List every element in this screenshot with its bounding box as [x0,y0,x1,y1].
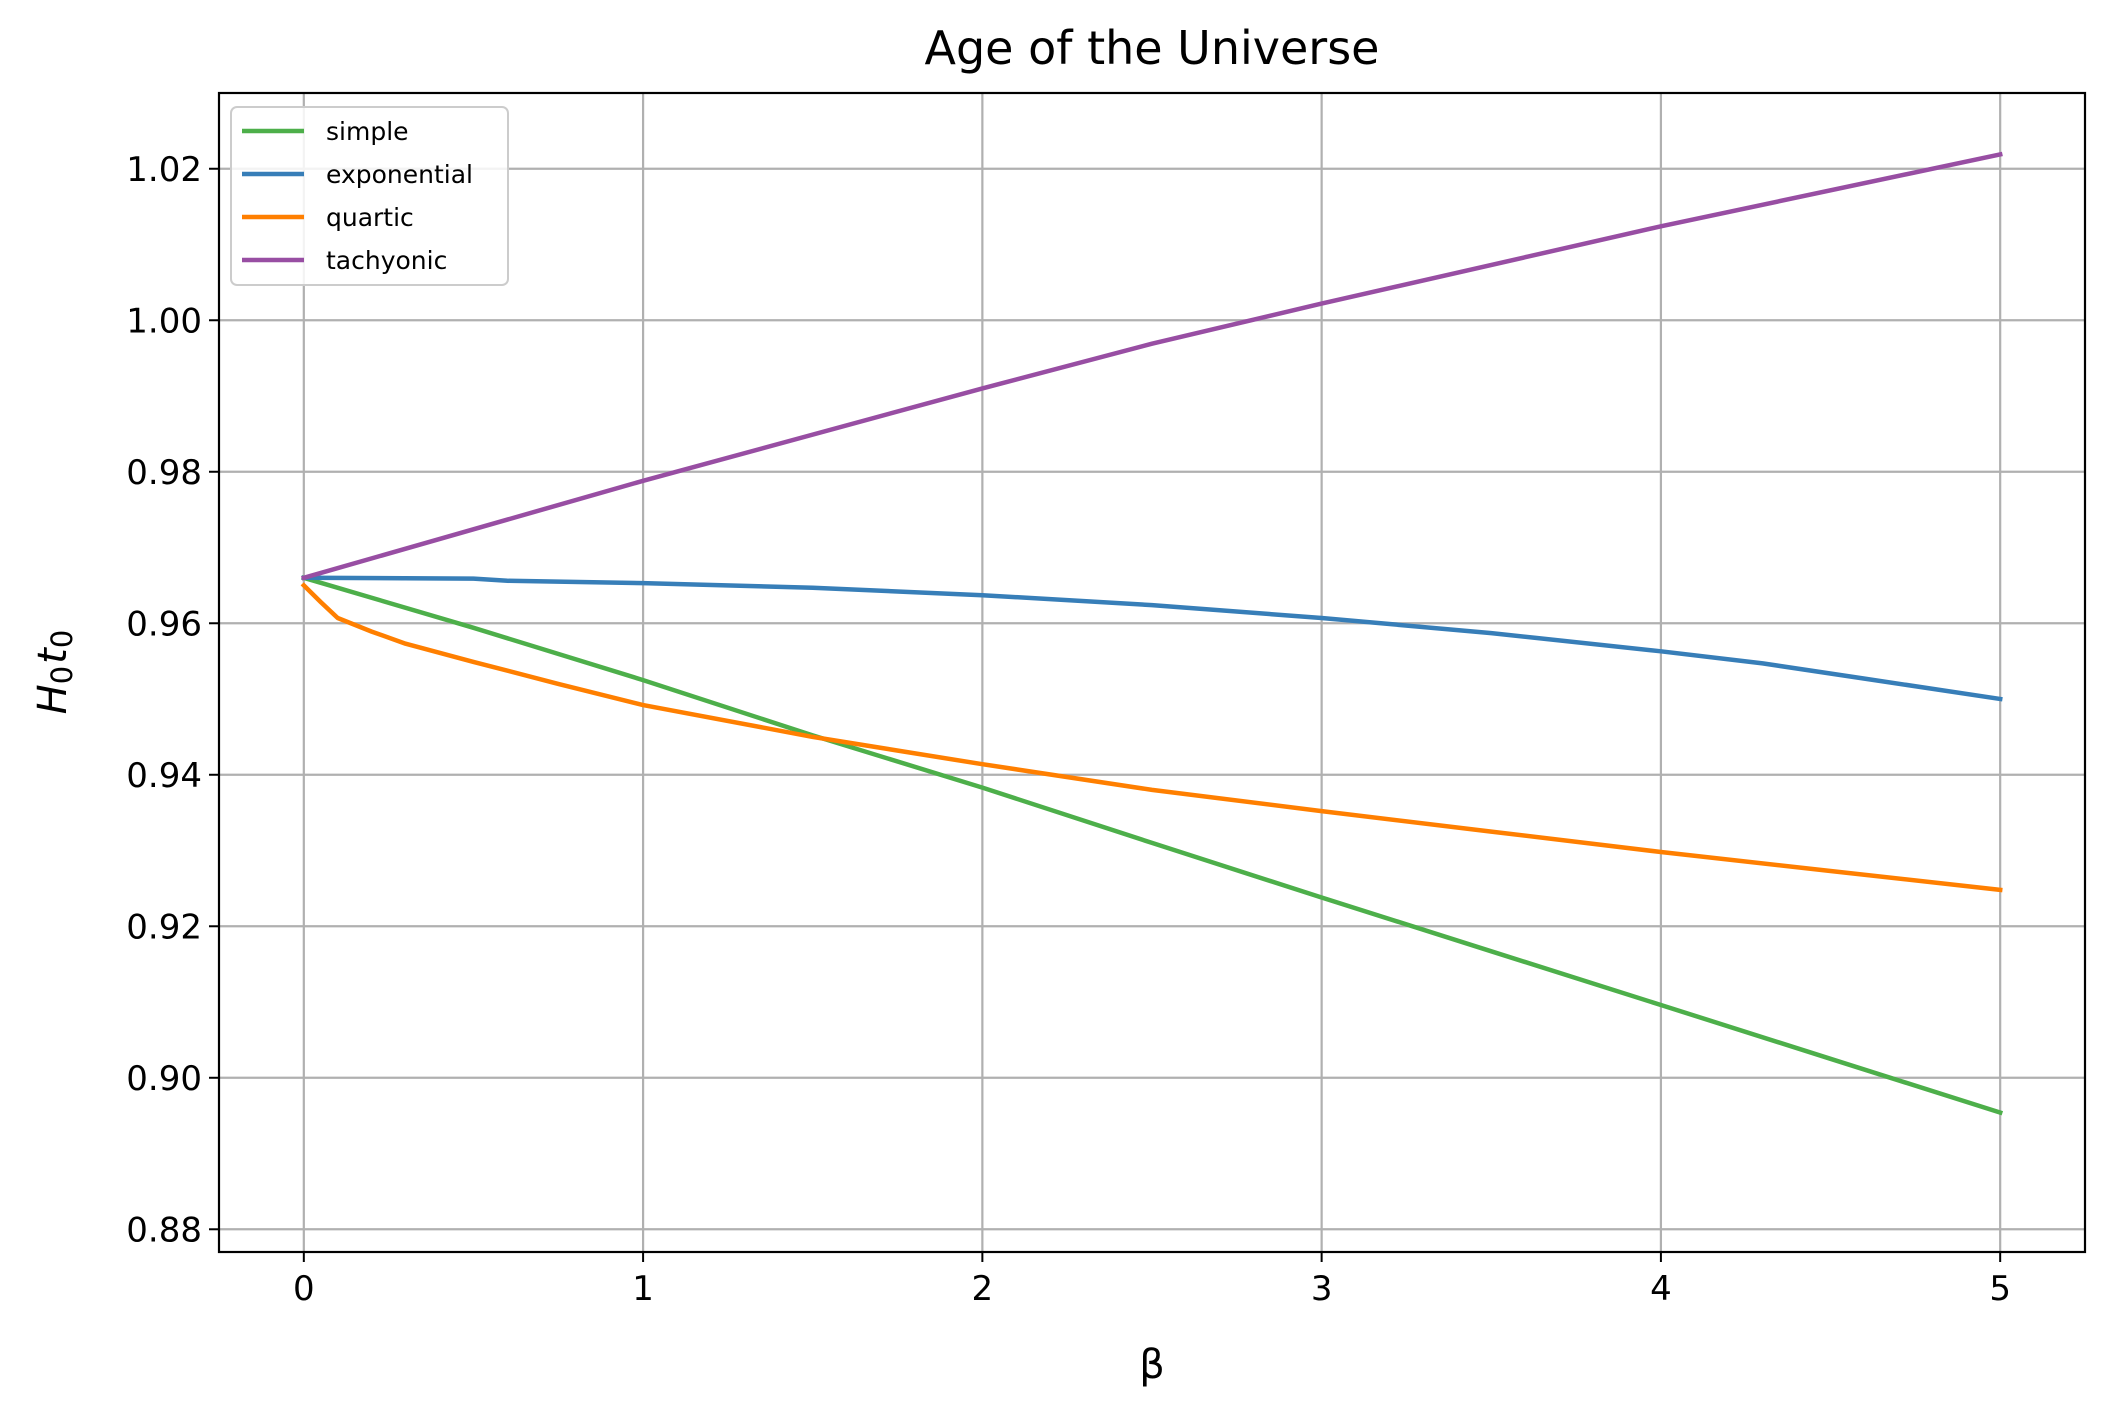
x-axis-label: β [1139,1342,1165,1388]
chart-title: Age of the Universe [925,21,1380,75]
x-gridlines [302,93,2002,1252]
legend-label-simple: simple [326,117,409,146]
legend-box [230,106,509,286]
y-axis-label-second: t [30,647,76,664]
y-tick-label: 0.92 [126,907,202,947]
plot-frame [217,91,2087,1254]
y-axis-ticks: 0.88 0.90 0.92 0.94 0.96 0.98 1.00 1.02 [126,150,219,1250]
svg-text:H0t0: H0t0 [30,630,79,715]
series-line-simple [301,575,2004,1116]
y-tick-label: 0.90 [126,1059,202,1099]
legend-label-tachyonic: tachyonic [326,246,447,275]
x-tick-label: 0 [293,1269,315,1309]
y-axis-label-base: H [30,684,76,714]
legend: simple exponential quartic tachyonic [230,106,509,286]
x-tick-label: 2 [972,1269,994,1309]
x-tick-label: 1 [632,1269,654,1309]
y-tick-label: 0.96 [126,604,202,644]
y-tick-label: 0.94 [126,756,202,796]
y-axis-label-base-sub: 0 [45,666,79,684]
x-tick-label: 3 [1311,1269,1333,1309]
x-axis-ticks: 0 1 2 3 4 5 [293,1252,2011,1309]
x-tick-label: 5 [1989,1269,2011,1309]
y-tick-label: 0.88 [126,1210,202,1250]
y-tick-label: 1.00 [126,301,202,341]
y-axis-label: H0t0 [30,630,79,715]
y-gridlines [219,167,2085,1231]
legend-label-exponential: exponential [326,160,473,189]
series-lines [300,151,2004,1116]
legend-label-quartic: quartic [326,203,414,232]
series-line-tachyonic [301,151,2003,581]
series-line-quartic [300,582,2003,893]
x-tick-label: 4 [1650,1269,1672,1309]
y-tick-label: 0.98 [126,453,202,493]
y-axis-label-second-sub: 0 [45,630,79,648]
series-line-exponential [301,575,2003,702]
y-tick-label: 1.02 [126,150,202,190]
